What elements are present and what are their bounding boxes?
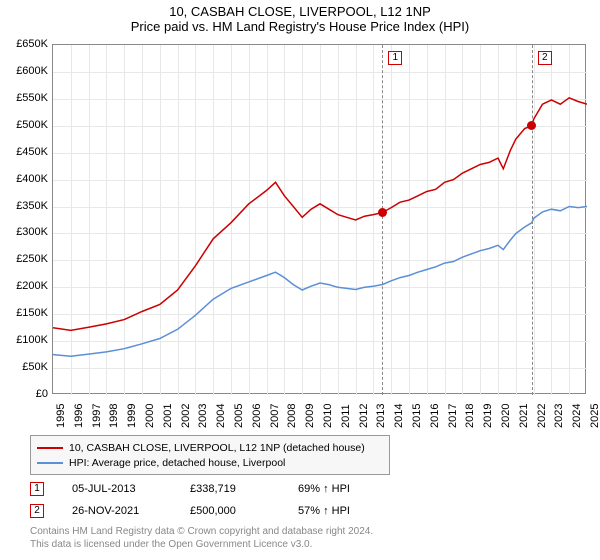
x-tick-label: 2018	[464, 404, 476, 428]
y-tick-label: £550K	[2, 92, 48, 104]
y-tick-label: £300K	[2, 226, 48, 238]
x-tick-label: 2024	[571, 404, 583, 428]
marker-badge: 2	[30, 504, 44, 518]
chart-legend: 10, CASBAH CLOSE, LIVERPOOL, L12 1NP (de…	[30, 435, 390, 475]
chart-title: 10, CASBAH CLOSE, LIVERPOOL, L12 1NP	[0, 0, 600, 19]
footnote-line: This data is licensed under the Open Gov…	[30, 539, 373, 552]
chart-footnote: Contains HM Land Registry data © Crown c…	[30, 526, 373, 551]
series-line	[53, 98, 587, 331]
x-tick-label: 2014	[393, 404, 405, 428]
x-tick-label: 2019	[482, 404, 494, 428]
x-tick-label: 2023	[553, 404, 565, 428]
y-tick-label: £100K	[2, 334, 48, 346]
marker-date: 26-NOV-2021	[72, 505, 162, 517]
marker-data-rows: 1 05-JUL-2013 £338,719 69% ↑ HPI 2 26-NO…	[30, 478, 350, 522]
marker-pct: 57% ↑ HPI	[298, 505, 350, 517]
y-tick-label: £350K	[2, 200, 48, 212]
x-tick-label: 2008	[286, 404, 298, 428]
y-tick-label: £250K	[2, 253, 48, 265]
x-tick-label: 2016	[429, 404, 441, 428]
footnote-line: Contains HM Land Registry data © Crown c…	[30, 526, 373, 539]
legend-label: 10, CASBAH CLOSE, LIVERPOOL, L12 1NP (de…	[69, 442, 365, 454]
legend-row: 10, CASBAH CLOSE, LIVERPOOL, L12 1NP (de…	[37, 440, 383, 455]
marker-pct: 69% ↑ HPI	[298, 483, 350, 495]
y-tick-label: £450K	[2, 146, 48, 158]
x-tick-label: 2022	[536, 404, 548, 428]
marker-badge: 1	[30, 482, 44, 496]
y-tick-label: £500K	[2, 119, 48, 131]
x-tick-label: 2021	[518, 404, 530, 428]
x-tick-label: 1998	[108, 404, 120, 428]
y-tick-label: £600K	[2, 65, 48, 77]
x-tick-label: 2006	[251, 404, 263, 428]
marker-date: 05-JUL-2013	[72, 483, 162, 495]
legend-label: HPI: Average price, detached house, Live…	[69, 457, 285, 469]
x-tick-label: 1997	[91, 404, 103, 428]
chart-plot-area: 12	[52, 44, 586, 394]
x-tick-label: 1995	[55, 404, 67, 428]
x-tick-label: 2012	[358, 404, 370, 428]
x-tick-label: 2005	[233, 404, 245, 428]
x-tick-label: 2017	[447, 404, 459, 428]
series-line	[53, 207, 587, 357]
x-tick-label: 2010	[322, 404, 334, 428]
marker-dot	[378, 208, 387, 217]
x-tick-label: 2025	[589, 404, 600, 428]
legend-swatch	[37, 447, 63, 449]
x-tick-label: 2007	[269, 404, 281, 428]
x-tick-label: 2013	[375, 404, 387, 428]
y-tick-label: £650K	[2, 38, 48, 50]
marker-vline	[382, 45, 383, 395]
legend-swatch	[37, 462, 63, 464]
marker-data-row: 2 26-NOV-2021 £500,000 57% ↑ HPI	[30, 500, 350, 522]
chart-container: 10, CASBAH CLOSE, LIVERPOOL, L12 1NP Pri…	[0, 0, 600, 560]
chart-subtitle: Price paid vs. HM Land Registry's House …	[0, 19, 600, 36]
y-tick-label: £150K	[2, 307, 48, 319]
x-tick-label: 2004	[215, 404, 227, 428]
x-tick-label: 2003	[197, 404, 209, 428]
x-tick-label: 2000	[144, 404, 156, 428]
marker-price: £500,000	[190, 505, 270, 517]
y-tick-label: £50K	[2, 361, 48, 373]
x-tick-label: 2001	[162, 404, 174, 428]
y-tick-label: £0	[2, 388, 48, 400]
marker-vline	[532, 45, 533, 395]
x-tick-label: 1996	[73, 404, 85, 428]
marker-price: £338,719	[190, 483, 270, 495]
x-tick-label: 2002	[180, 404, 192, 428]
x-tick-label: 1999	[126, 404, 138, 428]
legend-row: HPI: Average price, detached house, Live…	[37, 455, 383, 470]
y-tick-label: £200K	[2, 280, 48, 292]
marker-flag: 1	[388, 51, 402, 65]
x-tick-label: 2015	[411, 404, 423, 428]
x-tick-label: 2020	[500, 404, 512, 428]
y-tick-label: £400K	[2, 173, 48, 185]
x-tick-label: 2009	[304, 404, 316, 428]
x-tick-label: 2011	[340, 404, 352, 428]
chart-svg	[53, 45, 587, 395]
marker-data-row: 1 05-JUL-2013 £338,719 69% ↑ HPI	[30, 478, 350, 500]
marker-flag: 2	[538, 51, 552, 65]
